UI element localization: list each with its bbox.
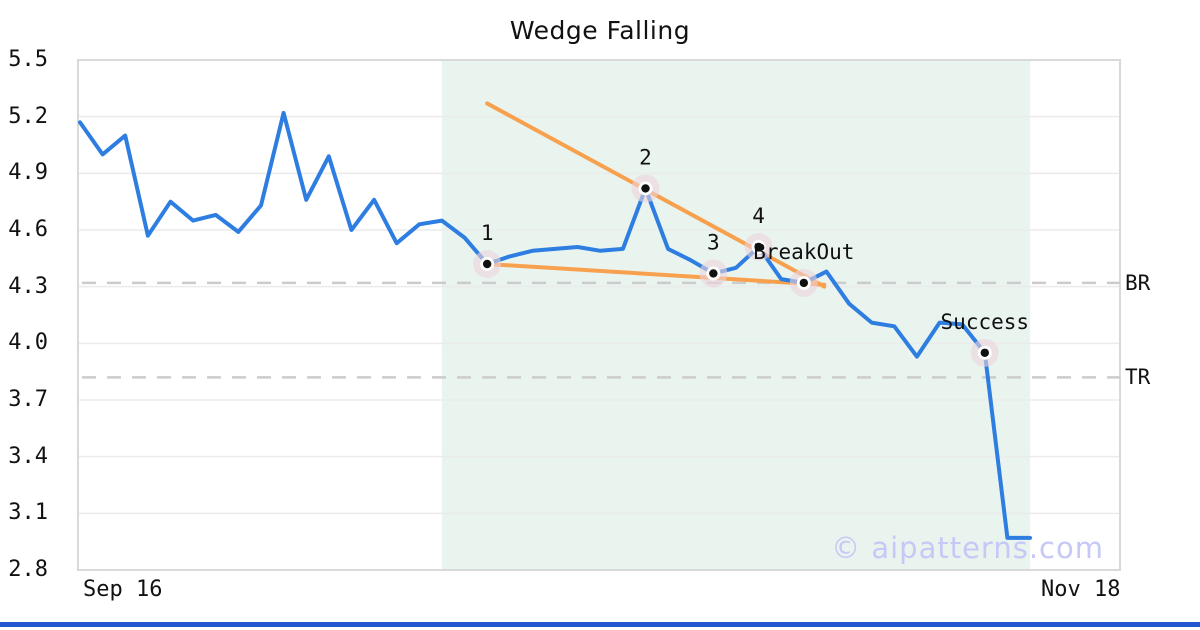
- marker-dot: [799, 278, 809, 288]
- y-tick-label: 3.7: [8, 387, 48, 412]
- trendline-lower: [485, 262, 827, 287]
- footer-accent-bar: [0, 622, 1200, 627]
- y-tick-label: 4.6: [8, 217, 48, 242]
- chart-title: Wedge Falling: [509, 16, 691, 45]
- annotation-breakout: BreakOut: [753, 240, 854, 264]
- pattern-zone-shade: [441, 60, 1031, 570]
- target-level-label: TR: [1125, 365, 1151, 390]
- marker-dot: [641, 184, 650, 193]
- annotation-3: 3: [707, 230, 720, 254]
- y-tick-label: 5.5: [8, 47, 48, 72]
- y-tick-label: 5.2: [8, 103, 48, 129]
- marker-dot: [754, 242, 763, 252]
- plot-border: [77, 59, 1121, 571]
- annotation-4: 4: [752, 204, 765, 228]
- x-axis-label-end: Nov 18: [1041, 577, 1121, 602]
- y-tick-label: 4.3: [8, 273, 48, 299]
- y-tick-label: 3.1: [8, 500, 48, 526]
- watermark: © aipatterns.com: [831, 531, 1104, 565]
- y-tick-label: 2.8: [8, 557, 48, 582]
- y-tick-label: 4.0: [8, 330, 48, 356]
- y-tick-label: 4.9: [8, 160, 48, 186]
- annotation-success: Success: [941, 310, 1030, 334]
- x-axis-label-start: Sep 16: [83, 577, 163, 602]
- price-series-line: [78, 110, 1032, 540]
- y-tick-label: 3.4: [8, 443, 48, 469]
- marker-dot: [482, 259, 492, 269]
- annotation-1: 1: [481, 221, 494, 245]
- annotation-2: 2: [639, 145, 652, 169]
- marker-dot: [980, 348, 989, 357]
- marker-dot: [709, 269, 718, 278]
- breakout-level-label: BR: [1125, 270, 1151, 295]
